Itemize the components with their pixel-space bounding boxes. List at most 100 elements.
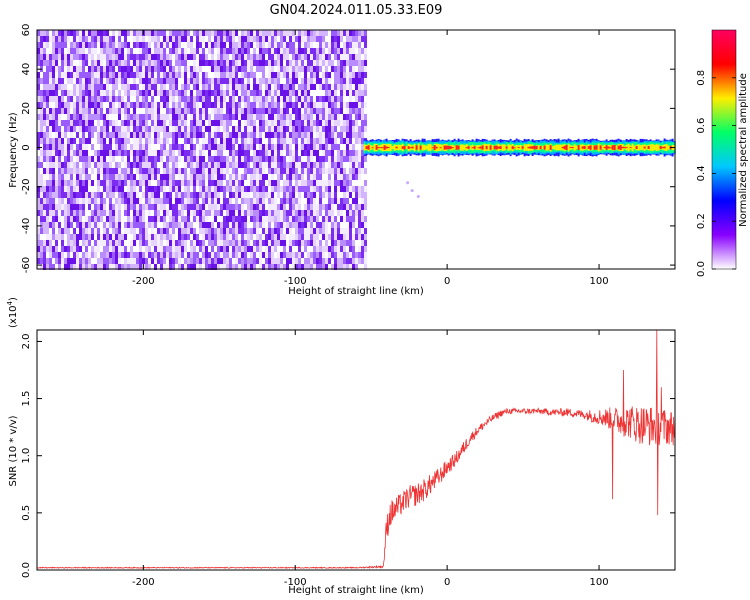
spectrogram-cell: [352, 54, 355, 60]
spectrogram-cell: [364, 222, 367, 228]
spectrogram-cell: [352, 108, 355, 114]
colorbar-tick-label: 0.6: [696, 118, 707, 134]
spectrogram-cell: [325, 54, 328, 60]
spectrogram-cell: [316, 186, 319, 192]
spectrogram-cell: [319, 48, 322, 54]
signal-band-cell: [597, 143, 600, 152]
spectrogram-cell: [70, 192, 73, 198]
spectrogram-cell: [136, 126, 139, 132]
spectrogram-cell: [271, 102, 274, 108]
spectrogram-cell: [229, 78, 232, 84]
spectrogram-cell: [172, 48, 175, 54]
spectrogram-cell: [364, 66, 367, 72]
spectrogram-cell: [106, 126, 109, 132]
spectrogram-cell: [250, 216, 253, 222]
spectrogram-cell: [247, 264, 250, 270]
spectrogram-cell: [298, 258, 301, 264]
spectrogram-cell: [364, 204, 367, 210]
spectrogram-cell: [232, 96, 235, 102]
spectrogram-cell: [196, 126, 199, 132]
spectrogram-cell: [112, 126, 115, 132]
spectrogram-cell: [229, 72, 232, 78]
spectrogram-cell: [154, 216, 157, 222]
spectrogram-cell: [223, 162, 226, 168]
spectrogram-cell: [334, 198, 337, 204]
spectrogram-cell: [46, 198, 49, 204]
spectrogram-cell: [235, 30, 238, 36]
spectrogram-cell: [58, 174, 61, 180]
stray-point: [410, 189, 414, 193]
spectrogram-cell: [52, 120, 55, 126]
spectrogram-cell: [178, 66, 181, 72]
spectrogram-cell: [343, 60, 346, 66]
spectrogram-cell: [220, 36, 223, 42]
signal-band-cell: [595, 145, 598, 150]
spectrogram-cell: [208, 228, 211, 234]
spectrogram-cell: [133, 216, 136, 222]
spectrogram-cell: [190, 66, 193, 72]
spectrogram-cell: [181, 72, 184, 78]
spectrogram-cell: [118, 102, 121, 108]
spectrogram-cell: [292, 174, 295, 180]
x-tick-label: 100: [590, 577, 609, 588]
spectrogram-cell: [340, 240, 343, 246]
spectrogram-cell: [364, 30, 367, 36]
spectrogram-cell: [196, 240, 199, 246]
spectrogram-cell: [259, 234, 262, 240]
spectrogram-cell: [91, 72, 94, 78]
spectrogram-cell: [100, 162, 103, 168]
spectrogram-cell: [169, 174, 172, 180]
spectrogram-cell: [220, 66, 223, 72]
spectrogram-cell: [49, 78, 52, 84]
colorbar-tick-label: 0.8: [696, 70, 707, 86]
spectrogram-cell: [349, 192, 352, 198]
spectrogram-cell: [106, 78, 109, 84]
y-tick-label: 0.0: [21, 562, 32, 578]
spectrogram-cell: [142, 174, 145, 180]
spectrogram-cell: [364, 54, 367, 60]
spectrogram-cell: [202, 102, 205, 108]
spectrogram-cell: [88, 66, 91, 72]
spectrogram-cell: [283, 138, 286, 144]
spectrogram-cell: [184, 150, 187, 156]
spectrogram-cell: [151, 120, 154, 126]
spectrogram-cell: [241, 186, 244, 192]
spectrogram-cell: [187, 204, 190, 210]
spectrogram-cell: [196, 168, 199, 174]
spectrogram-cell: [82, 192, 85, 198]
spectrogram-cell: [190, 96, 193, 102]
signal-band-cell: [649, 144, 652, 151]
spectrogram-cell: [205, 252, 208, 258]
spectrogram-cell: [214, 186, 217, 192]
spectrogram-cell: [277, 114, 280, 120]
spectrogram-cell: [211, 234, 214, 240]
spectrogram-cell: [52, 228, 55, 234]
spectrogram-cell: [178, 90, 181, 96]
signal-band-cell: [453, 145, 456, 150]
spectrogram-cell: [169, 120, 172, 126]
spectrogram-cell: [139, 240, 142, 246]
spectrogram-cell: [202, 162, 205, 168]
spectrogram-cell: [85, 198, 88, 204]
spectrogram-cell: [202, 258, 205, 264]
spectrogram-cell: [151, 252, 154, 258]
spectrogram-cell: [259, 138, 262, 144]
spectrogram-cell: [262, 264, 265, 270]
spectrogram-cell: [133, 240, 136, 246]
spectrogram-cell: [157, 246, 160, 252]
spectrogram-cell: [139, 198, 142, 204]
spectrogram-cell: [133, 192, 136, 198]
spectrogram-cell: [169, 168, 172, 174]
spectrogram-cell: [196, 78, 199, 84]
spectrogram-cell: [355, 228, 358, 234]
spectrogram-cell: [322, 258, 325, 264]
spectrogram-cell: [346, 48, 349, 54]
spectrogram-cell: [334, 102, 337, 108]
spectrogram-cell: [355, 96, 358, 102]
spectrogram-cell: [139, 156, 142, 162]
spectrogram-cell: [325, 102, 328, 108]
spectrogram-cell: [313, 120, 316, 126]
spectrogram-cell: [358, 204, 361, 210]
spectrogram-cell: [355, 78, 358, 84]
spectrogram-cell: [166, 252, 169, 258]
